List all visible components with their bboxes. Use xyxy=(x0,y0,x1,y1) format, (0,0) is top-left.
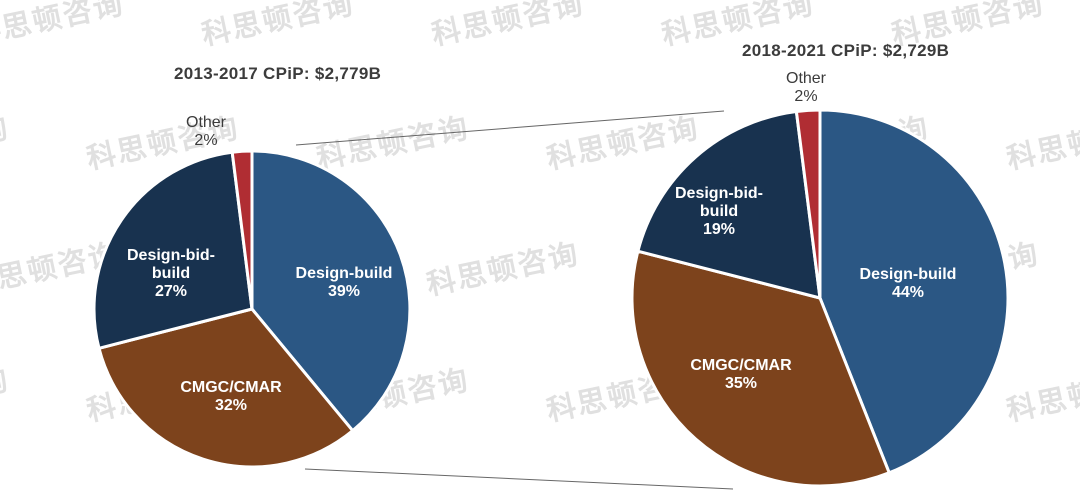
pie-label-line: 27% xyxy=(154,283,188,300)
pie-label-design-bid-build: Design-bid-build 27% xyxy=(127,247,215,301)
pie-label-design-build: Design-build 44% xyxy=(860,266,957,302)
pie-label-line: 32% xyxy=(214,397,248,414)
pie-label-line: CMGC/CMAR xyxy=(690,357,792,374)
chart-title-2013-2017: 2013-2017 CPiP: $2,779B xyxy=(174,64,382,83)
pie-label-design-build: Design-build 39% xyxy=(296,265,393,301)
chart-title-2018-2021: 2018-2021 CPiP: $2,729B xyxy=(742,41,950,60)
pie-label-line: build xyxy=(151,265,191,282)
pie-slice-other xyxy=(230,149,254,311)
pie-slice-design-build xyxy=(818,108,1010,475)
pie-label-line: Design-build xyxy=(859,266,957,283)
pie-label-line: Design-bid- xyxy=(127,247,215,264)
pie-label-design-bid-build: Design-bid-build 19% xyxy=(675,185,763,239)
pie-slice-design-bid-build xyxy=(636,110,822,300)
pie-label-line: 39% xyxy=(327,283,361,300)
pie-slice-cmgc-cmar xyxy=(97,307,355,469)
pie-slice-design-bid-build xyxy=(92,150,254,350)
pie-label-line: Other xyxy=(185,114,227,131)
pie-slice-cmgc-cmar xyxy=(630,249,891,488)
connector-line-top xyxy=(295,110,725,146)
pie-slice-other xyxy=(794,108,822,300)
pie-label-other: Other 2% xyxy=(186,114,226,150)
pie-label-line: 2% xyxy=(194,132,218,149)
pie-label-line: build xyxy=(699,203,739,220)
pie-label-other: Other 2% xyxy=(786,70,826,106)
pie-label-line: Other xyxy=(785,70,827,87)
pie-label-cmgc-cmar: CMGC/CMAR 35% xyxy=(690,357,791,393)
pie-label-cmgc-cmar: CMGC/CMAR 32% xyxy=(180,379,281,415)
pie-slice-design-build xyxy=(250,149,412,433)
connector-line-bottom xyxy=(304,468,734,490)
pie-label-line: 35% xyxy=(724,375,758,392)
pie-label-line: 44% xyxy=(891,284,925,301)
pie-label-line: Design-bid- xyxy=(675,185,763,202)
pie-label-line: 19% xyxy=(702,221,736,238)
pie-label-line: CMGC/CMAR xyxy=(180,379,282,396)
pie-label-line: 2% xyxy=(794,88,818,105)
pie-label-line: Design-build xyxy=(295,265,393,282)
